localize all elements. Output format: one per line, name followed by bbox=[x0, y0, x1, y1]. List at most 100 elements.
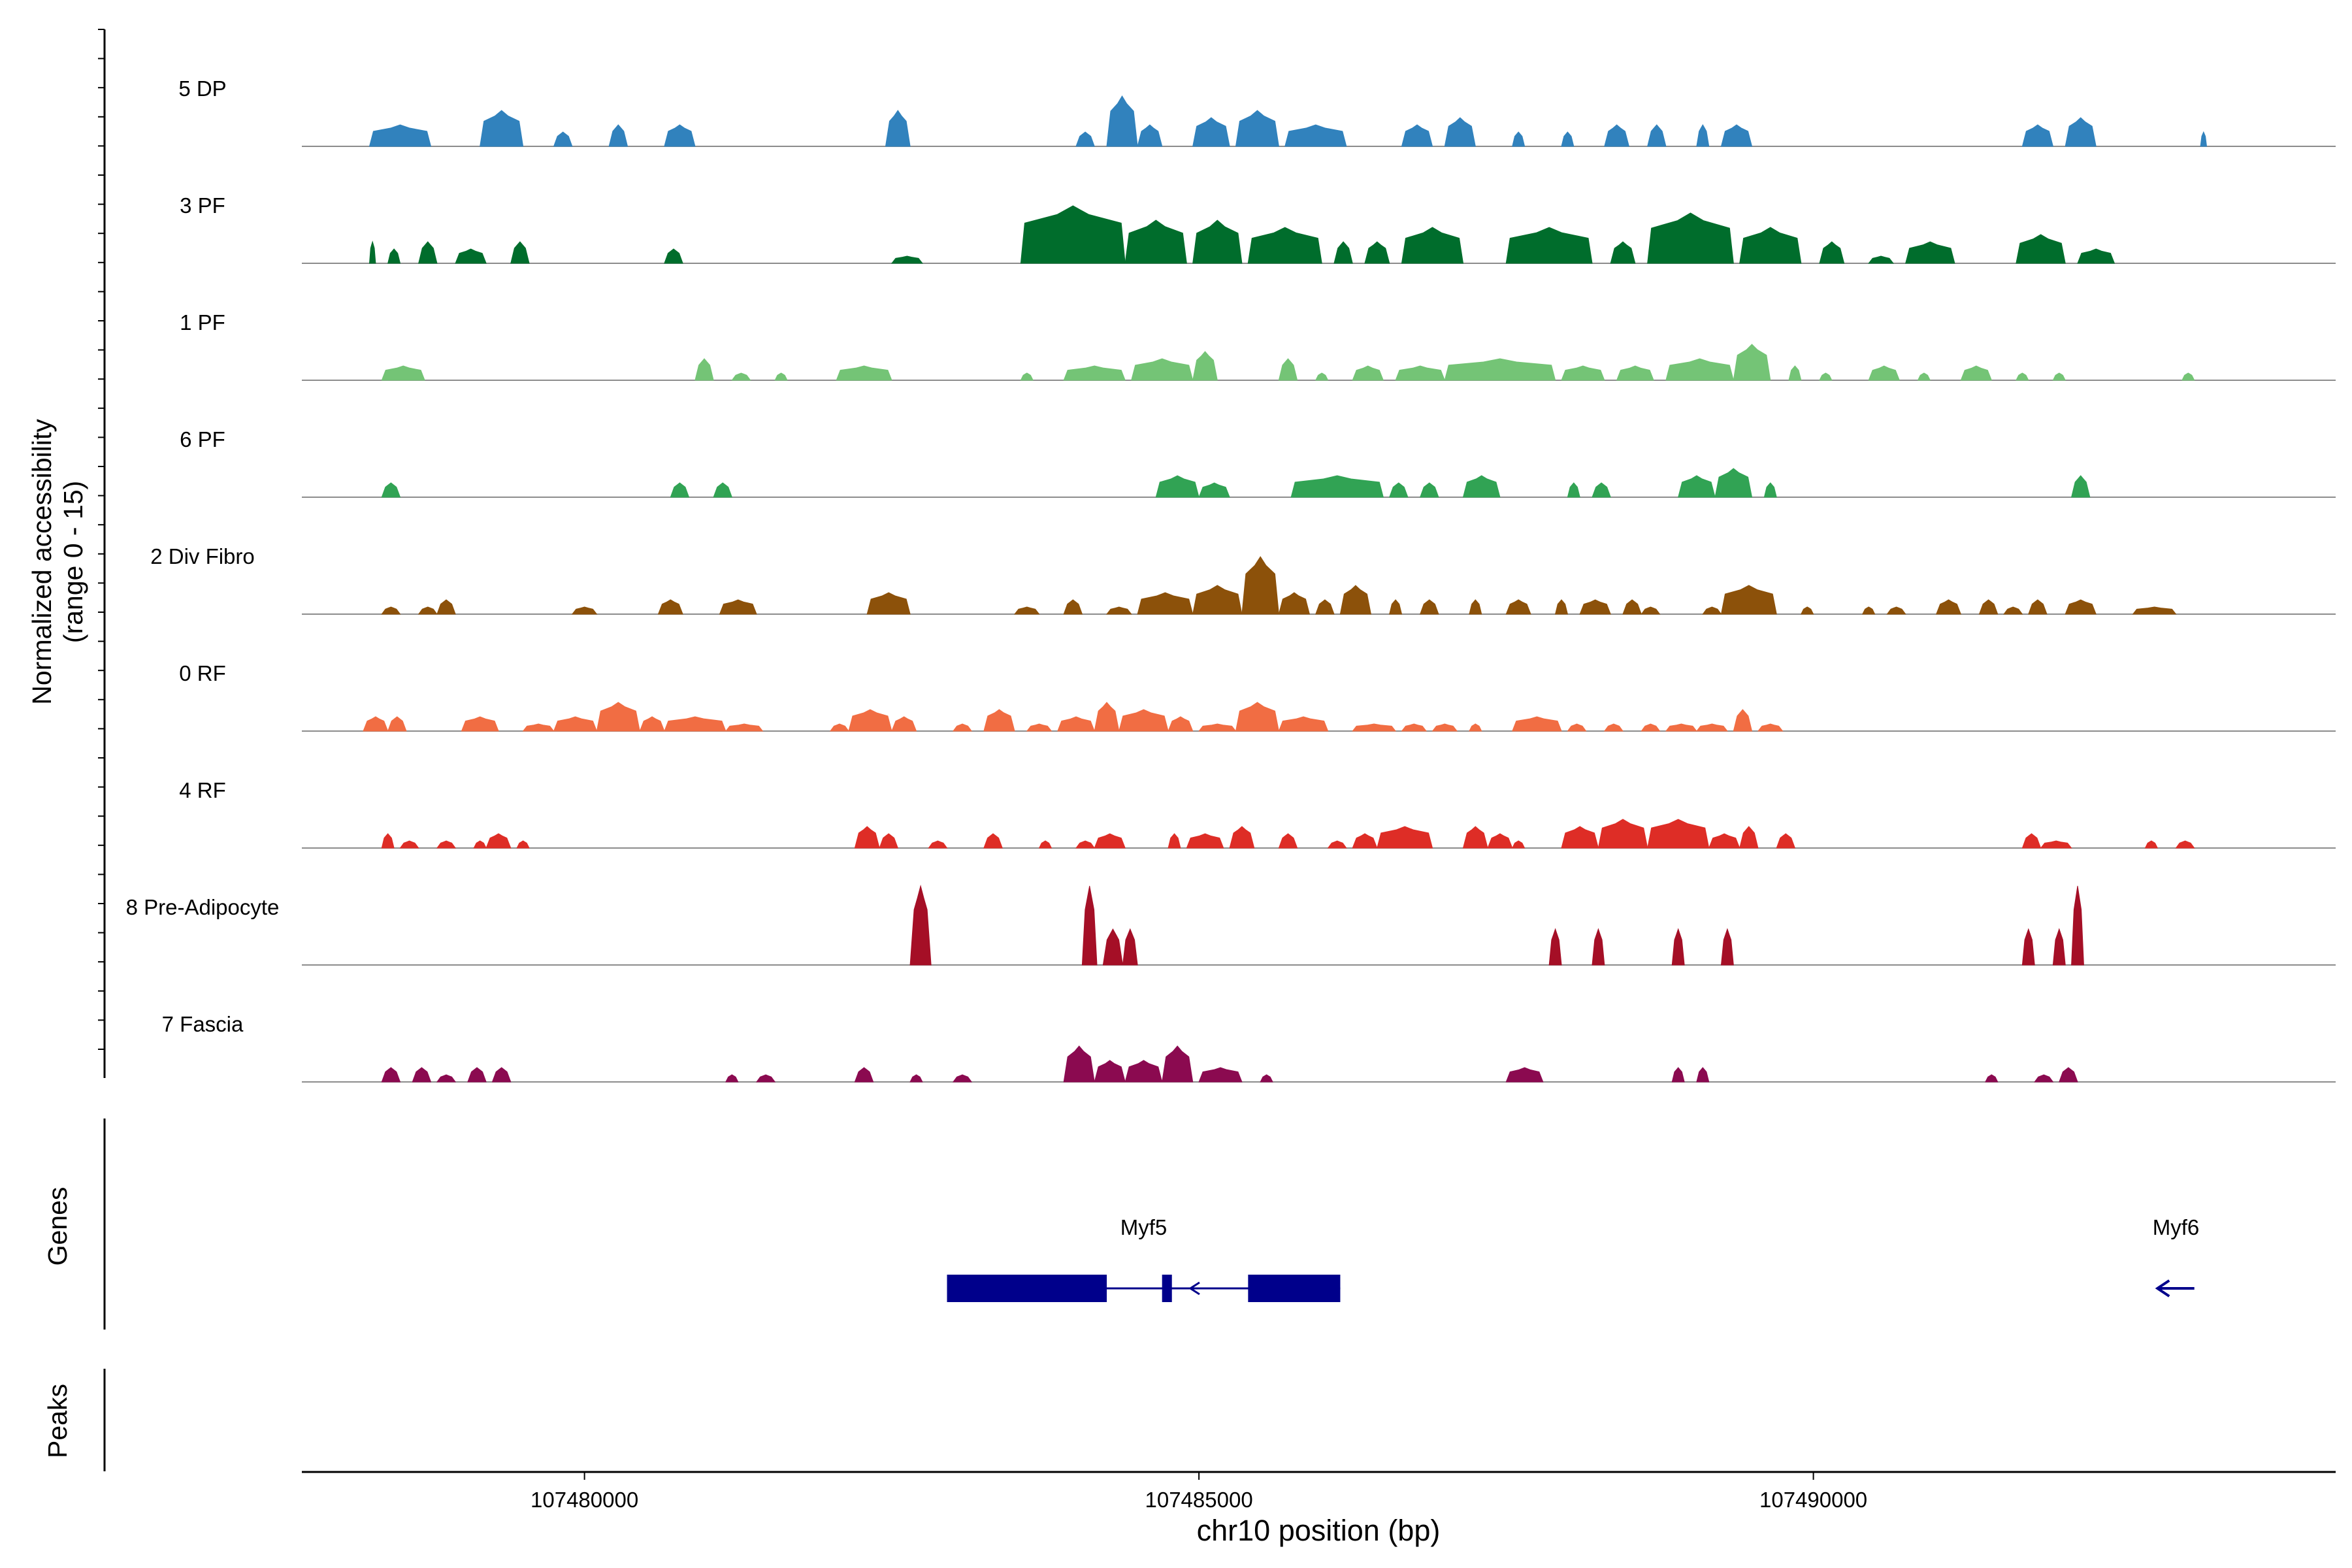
coverage-peak bbox=[1960, 365, 1993, 381]
track-label: 7 Fascia bbox=[162, 1012, 244, 1036]
strand-arrow bbox=[1188, 1281, 1200, 1296]
coverage-peak bbox=[909, 885, 932, 966]
coverage-peak bbox=[1548, 928, 1562, 966]
strand-arrow bbox=[2155, 1279, 2170, 1298]
track-label: 1 PF bbox=[180, 310, 225, 335]
coverage-peak bbox=[983, 709, 1015, 732]
coverage-peak bbox=[885, 110, 911, 147]
coverage-peak bbox=[1247, 227, 1322, 264]
coverage-peak bbox=[1647, 124, 1667, 147]
coverage-peak bbox=[1708, 833, 1740, 849]
track-5-dp: 5 DP bbox=[178, 76, 2336, 147]
coverage-peak bbox=[1603, 723, 1624, 732]
track-4-rf: 4 RF bbox=[179, 778, 2336, 849]
coverage-peak bbox=[1241, 556, 1279, 615]
gene-exon bbox=[1162, 1275, 1172, 1302]
coverage-peak bbox=[1985, 1074, 1999, 1083]
coverage-peak bbox=[1567, 482, 1580, 498]
coverage-peak bbox=[455, 248, 487, 264]
coverage-peak bbox=[1315, 372, 1329, 381]
coverage-peak bbox=[1905, 241, 1955, 264]
coverage-peak bbox=[879, 833, 899, 849]
coverage-peak bbox=[1444, 358, 1556, 381]
x-tick-label: 107480000 bbox=[531, 1488, 638, 1512]
coverage-peak bbox=[1094, 702, 1120, 732]
coverage-peak bbox=[1122, 928, 1138, 966]
coverage-peak bbox=[657, 599, 683, 615]
coverage-peak bbox=[2059, 1067, 2078, 1083]
coverage-peak bbox=[553, 716, 598, 732]
coverage-peak bbox=[1604, 124, 1630, 147]
track-7-fascia: 7 Fascia bbox=[162, 1012, 2336, 1083]
coverage-peak bbox=[1469, 723, 1482, 732]
coverage-peak bbox=[2052, 372, 2066, 381]
coverage-peak bbox=[1512, 131, 1526, 147]
track-0-rf: 0 RF bbox=[179, 661, 2336, 732]
coverage-peak bbox=[381, 606, 401, 615]
coverage-peak bbox=[1776, 833, 1796, 849]
coverage-peak bbox=[829, 723, 849, 732]
coverage-peak bbox=[1665, 358, 1734, 381]
x-axis-title: chr10 position (bp) bbox=[1197, 1514, 1441, 1547]
coverage-peak bbox=[2021, 124, 2054, 147]
coverage-peak bbox=[1487, 833, 1513, 849]
coverage-peak bbox=[2144, 840, 2159, 849]
coverage-peak bbox=[1260, 1074, 1273, 1083]
coverage-peak bbox=[1229, 826, 1255, 849]
coverage-peak bbox=[1119, 709, 1169, 732]
coverage-peak bbox=[1861, 606, 1876, 615]
coverage-peak bbox=[2132, 606, 2177, 615]
coverage-peak bbox=[1419, 482, 1439, 498]
coverage-peak bbox=[510, 241, 530, 264]
coverage-peak bbox=[516, 840, 530, 849]
coverage-peak bbox=[418, 241, 438, 264]
coverage-peak bbox=[1026, 723, 1053, 732]
coverage-peak bbox=[1124, 220, 1187, 264]
coverage-peak bbox=[1579, 599, 1611, 615]
coverage-peak bbox=[1105, 606, 1132, 615]
coverage-peak bbox=[1290, 475, 1384, 498]
peaks-track-label: Peaks bbox=[42, 1384, 73, 1458]
coverage-peak bbox=[387, 248, 401, 264]
coverage-peak bbox=[1192, 117, 1230, 147]
coverage-peak bbox=[1333, 241, 1353, 264]
coverage-peak bbox=[1106, 95, 1138, 147]
coverage-peak bbox=[417, 606, 438, 615]
coverage-peak bbox=[1739, 826, 1759, 849]
coverage-peak bbox=[368, 240, 376, 264]
coverage-peak bbox=[1561, 131, 1575, 147]
coverage-peak bbox=[909, 1074, 923, 1083]
coverage-peak bbox=[2003, 606, 2023, 615]
y-axis-title: Normalized accessibility bbox=[27, 419, 57, 705]
track-6-pf: 6 PF bbox=[180, 427, 2336, 498]
coverage-peak bbox=[664, 716, 727, 732]
coverage-peak bbox=[1720, 585, 1777, 615]
gene-myf6: Myf6 bbox=[2153, 1215, 2199, 1298]
coverage-peak bbox=[1714, 468, 1753, 498]
coverage-peak bbox=[1235, 110, 1279, 147]
coverage-peak bbox=[467, 1067, 487, 1083]
coverage-y-ticks bbox=[98, 29, 105, 1050]
track-label: 2 Div Fibro bbox=[150, 544, 255, 568]
coverage-peak bbox=[983, 833, 1003, 849]
coverage-peak bbox=[596, 702, 640, 732]
coverage-peak bbox=[1592, 482, 1611, 498]
coverage-peak bbox=[1094, 833, 1126, 849]
coverage-peak bbox=[866, 592, 911, 615]
coverage-peak bbox=[1592, 928, 1605, 966]
coverage-peak bbox=[1137, 592, 1194, 615]
coverage-peak bbox=[461, 716, 499, 732]
coverage-peak bbox=[1198, 1067, 1243, 1083]
coverage-peak bbox=[1352, 365, 1384, 381]
coverage-peak bbox=[1641, 723, 1661, 732]
coverage-peak bbox=[1278, 716, 1329, 732]
coverage-peak bbox=[1364, 241, 1390, 264]
coverage-peak bbox=[1388, 482, 1409, 498]
coverage-peak bbox=[1462, 475, 1501, 498]
track-label: 5 DP bbox=[178, 76, 226, 101]
coverage-peak bbox=[1696, 123, 1710, 147]
gene-exon bbox=[1248, 1275, 1341, 1302]
coverage-peak bbox=[1678, 475, 1716, 498]
coverage-peak bbox=[1733, 344, 1771, 381]
coverage-peak bbox=[522, 723, 555, 732]
